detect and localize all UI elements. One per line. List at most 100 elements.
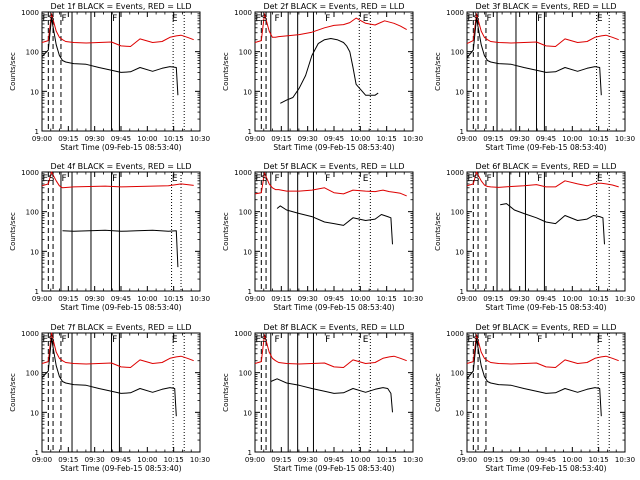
y-tick-label: 100 <box>26 209 39 217</box>
x-tick-label: 10:00 <box>137 456 157 464</box>
y-tick-label: 10 <box>243 409 252 417</box>
x-tick-label: 10:15 <box>164 295 184 303</box>
region-label-f: F <box>487 335 492 345</box>
plot-frame <box>41 332 201 453</box>
y-tick-label: 1000 <box>21 330 39 338</box>
region-label-s: S <box>49 335 55 345</box>
lld-series-line <box>254 13 407 43</box>
x-tick-label: 09:15 <box>483 135 503 143</box>
x-tick-label: 10:00 <box>562 456 582 464</box>
x-tick-label: 09:15 <box>271 135 291 143</box>
y-tick-label: 1000 <box>21 169 39 177</box>
x-tick-label: 09:00 <box>32 456 52 464</box>
x-tick-label: 10:00 <box>562 295 582 303</box>
events-series-line <box>276 205 393 245</box>
x-tick-label: 09:45 <box>111 135 131 143</box>
x-axis-label: Start Time (09-Feb-15 08:53:40) <box>273 303 394 312</box>
y-tick-label: 1000 <box>21 9 39 17</box>
x-tick-label: 10:00 <box>350 456 370 464</box>
x-tick-label: 10:00 <box>350 295 370 303</box>
region-label-e: E <box>42 174 48 184</box>
y-axis-label: Counts/sec <box>9 52 17 91</box>
panel-title: Det 7f BLACK = Events, RED = LLD <box>50 323 191 332</box>
x-tick-label: 09:45 <box>324 456 344 464</box>
x-tick-label: 10:30 <box>190 456 210 464</box>
plot-frame <box>466 11 626 132</box>
x-tick-label: 09:00 <box>457 135 477 143</box>
y-tick-label: 10 <box>30 409 39 417</box>
events-series-line <box>466 17 602 96</box>
region-label-f: F <box>275 174 280 184</box>
x-tick-label: 09:00 <box>245 135 265 143</box>
region-label-e: E <box>467 174 473 184</box>
x-tick-label: 09:15 <box>271 456 291 464</box>
x-tick-label: 10:30 <box>615 456 635 464</box>
x-tick-label: 09:00 <box>457 456 477 464</box>
x-tick-label: 09:45 <box>324 135 344 143</box>
events-series-line <box>500 203 605 245</box>
region-label-f: F <box>62 335 67 345</box>
region-label-e: E <box>255 174 261 184</box>
x-tick-label: 09:30 <box>85 456 105 464</box>
y-tick-label: 10 <box>455 409 464 417</box>
region-label-e: E <box>363 174 369 184</box>
region-label-e: E <box>363 14 369 24</box>
y-tick-label: 1000 <box>234 330 252 338</box>
x-tick-label: 09:30 <box>85 135 105 143</box>
panel-det-6: Det 6f BLACK = Events, RED = LLD 1 10 100 10… <box>434 162 635 312</box>
y-tick-label: 1 <box>35 288 39 296</box>
y-axis-label: Counts/sec <box>434 373 442 412</box>
x-tick-label: 10:15 <box>164 135 184 143</box>
region-label-f: F <box>275 335 280 345</box>
x-tick-label: 09:30 <box>298 295 318 303</box>
region-label-s: S <box>262 335 268 345</box>
y-axis-label: Counts/sec <box>434 212 442 251</box>
region-label-s: S <box>262 14 268 24</box>
events-series-line <box>62 229 179 268</box>
x-tick-label: 09:45 <box>111 456 131 464</box>
region-label-f: F <box>325 335 330 345</box>
y-tick-label: 1000 <box>234 9 252 17</box>
x-tick-label: 09:00 <box>245 295 265 303</box>
panel-title: Det 3f BLACK = Events, RED = LLD <box>475 2 616 11</box>
lld-series-line <box>466 171 619 188</box>
x-tick-label: 10:30 <box>190 135 210 143</box>
panel-title: Det 4f BLACK = Events, RED = LLD <box>50 162 191 171</box>
y-tick-label: 100 <box>451 209 464 217</box>
x-tick-label: 10:15 <box>377 295 397 303</box>
region-label-f: F <box>537 14 542 24</box>
panel-title: Det 8f BLACK = Events, RED = LLD <box>263 323 404 332</box>
y-tick-label: 1 <box>35 128 39 136</box>
x-tick-label: 09:30 <box>85 295 105 303</box>
x-tick-label: 09:00 <box>245 456 265 464</box>
y-tick-label: 1 <box>35 449 39 457</box>
region-label-f: F <box>487 14 492 24</box>
region-label-f: F <box>112 174 117 184</box>
y-tick-label: 100 <box>26 370 39 378</box>
x-tick-label: 09:15 <box>271 295 291 303</box>
region-label-e: E <box>172 14 178 24</box>
panel-det-4: Det 4f BLACK = Events, RED = LLD 1 10 100 10… <box>9 162 210 312</box>
y-tick-label: 1 <box>460 128 464 136</box>
x-tick-label: 09:30 <box>298 135 318 143</box>
region-label-s: S <box>474 335 480 345</box>
x-axis-label: Start Time (09-Feb-15 08:53:40) <box>485 143 606 152</box>
region-label-f: F <box>487 174 492 184</box>
x-tick-label: 10:15 <box>589 456 609 464</box>
x-tick-label: 09:30 <box>510 135 530 143</box>
y-tick-label: 10 <box>455 88 464 96</box>
y-tick-label: 10 <box>455 248 464 256</box>
y-tick-label: 100 <box>451 49 464 57</box>
x-axis-label: Start Time (09-Feb-15 08:53:40) <box>273 143 394 152</box>
y-tick-label: 1 <box>248 128 252 136</box>
x-tick-label: 09:45 <box>536 456 556 464</box>
y-tick-label: 1000 <box>234 169 252 177</box>
panel-det-9: Det 9f BLACK = Events, RED = LLD 1 10 100 10… <box>434 323 635 473</box>
region-label-f: F <box>112 14 117 24</box>
x-tick-label: 09:00 <box>32 295 52 303</box>
y-tick-label: 100 <box>26 49 39 57</box>
panel-title: Det 6f BLACK = Events, RED = LLD <box>475 162 616 171</box>
y-axis-label: Counts/sec <box>222 373 230 412</box>
region-label-f: F <box>537 335 542 345</box>
panel-det-8: Det 8f BLACK = Events, RED = LLD 1 10 100 10… <box>222 323 423 473</box>
